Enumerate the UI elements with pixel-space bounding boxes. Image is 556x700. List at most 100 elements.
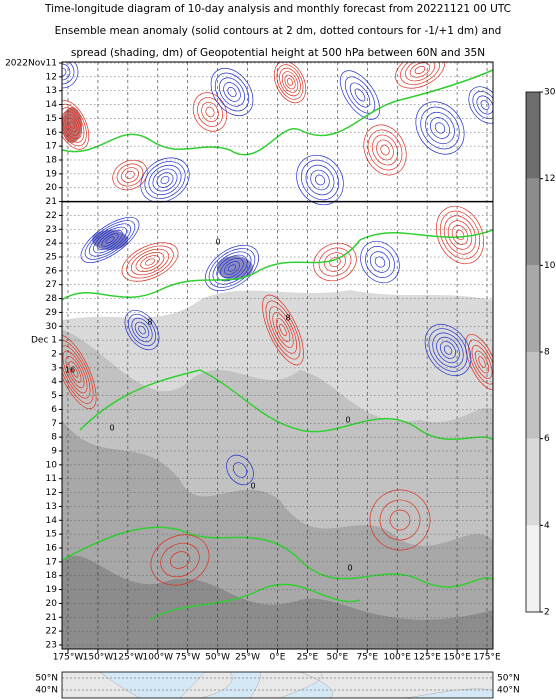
- colorbar-band: [526, 92, 540, 179]
- contour: [62, 62, 75, 85]
- contour: [120, 167, 140, 183]
- contour: [62, 67, 67, 77]
- contour: [380, 144, 390, 156]
- contour: [62, 345, 91, 399]
- y-tick-label: 14: [46, 100, 58, 110]
- contour: [148, 164, 182, 196]
- contour: [313, 242, 357, 282]
- title-line: Time-longitude diagram of 10-day analysi…: [44, 3, 511, 15]
- contour: [318, 247, 352, 277]
- contour: [478, 356, 486, 368]
- x-tick-label: 75°E: [356, 653, 378, 663]
- colorbar-band: [526, 178, 540, 266]
- y-tick-label: 7: [51, 419, 57, 429]
- contour: [409, 62, 431, 78]
- contour: [374, 256, 386, 268]
- contour: [68, 361, 82, 383]
- y-tick-label: 5: [51, 391, 57, 401]
- contour: [126, 245, 174, 279]
- contour: [169, 551, 191, 569]
- contour: [134, 321, 150, 339]
- contour: [425, 111, 455, 145]
- contour: [379, 499, 421, 541]
- y-tick-label: 15: [46, 530, 57, 540]
- contour: [300, 159, 340, 201]
- contour: [310, 169, 330, 191]
- lat-label: 50°N: [497, 674, 520, 684]
- contour: [62, 340, 94, 404]
- contour: [472, 90, 493, 120]
- contour: [62, 107, 85, 143]
- zero-contour: [149, 583, 361, 621]
- contour: [436, 336, 460, 364]
- y-tick-label: 15: [46, 114, 57, 124]
- contour: [201, 101, 219, 123]
- contour: [66, 117, 78, 133]
- contour: [101, 233, 119, 247]
- contour: [275, 318, 291, 342]
- contour: [62, 100, 90, 150]
- y-tick-label: 29: [46, 308, 58, 318]
- title-line: spread (shading, dm) of Geopotential hei…: [71, 47, 485, 59]
- contour: [62, 63, 71, 81]
- contour: [227, 264, 237, 272]
- contour: [476, 95, 493, 115]
- contour-label: 8: [147, 318, 152, 327]
- zero-contour: [79, 369, 493, 441]
- contour: [227, 86, 237, 98]
- contour: [439, 210, 481, 260]
- y-tick-label: 27: [46, 280, 57, 290]
- contour: [124, 309, 160, 351]
- colorbar-band: [526, 265, 540, 352]
- contour: [135, 252, 165, 272]
- contour: [414, 66, 426, 74]
- y-tick-label: 18: [46, 156, 58, 166]
- contour: [354, 88, 366, 102]
- contour: [125, 170, 135, 180]
- title-line: Ensemble mean anomaly (solid contours at…: [55, 25, 502, 37]
- contour: [443, 215, 477, 255]
- contour: [428, 328, 468, 372]
- x-tick-label: 50°W: [205, 653, 230, 663]
- contour: [281, 71, 299, 93]
- contour: [395, 62, 445, 89]
- y-tick-label: 23: [46, 225, 57, 235]
- y-tick-label: Dec 1: [31, 336, 57, 346]
- contour: [214, 72, 250, 112]
- y-tick-label: 21: [46, 197, 57, 207]
- contour: [474, 350, 490, 374]
- contour: [471, 345, 493, 379]
- contour: [272, 312, 294, 348]
- contour: [224, 261, 240, 275]
- contour: [219, 77, 245, 107]
- y-tick-label: 16: [46, 128, 58, 138]
- y-tick-label: 10: [46, 460, 58, 470]
- contour: [436, 205, 484, 265]
- contour: [226, 454, 254, 486]
- y-tick-label: 8: [51, 433, 57, 443]
- contour: [365, 246, 395, 278]
- lat-label: 40°N: [497, 686, 520, 696]
- contour: [451, 225, 469, 245]
- contour: [64, 114, 80, 136]
- y-tick-label: 22: [46, 211, 57, 221]
- contour: [415, 101, 465, 155]
- contour: [71, 366, 79, 378]
- contour: [93, 226, 127, 254]
- contour-label: 0: [215, 238, 220, 247]
- y-tick-label: 20: [46, 599, 58, 609]
- contour: [144, 161, 186, 199]
- y-tick-label: 22: [46, 627, 57, 637]
- contour: [152, 168, 178, 192]
- contour: [420, 106, 460, 150]
- contour-label: 0: [109, 424, 114, 433]
- contour: [279, 323, 287, 337]
- contour: [276, 64, 304, 100]
- colorbar-band: [526, 525, 540, 612]
- contour: [262, 294, 304, 366]
- contour: [210, 67, 254, 117]
- contour: [144, 258, 156, 266]
- contour: [284, 74, 296, 90]
- y-tick-label: 21: [46, 613, 57, 623]
